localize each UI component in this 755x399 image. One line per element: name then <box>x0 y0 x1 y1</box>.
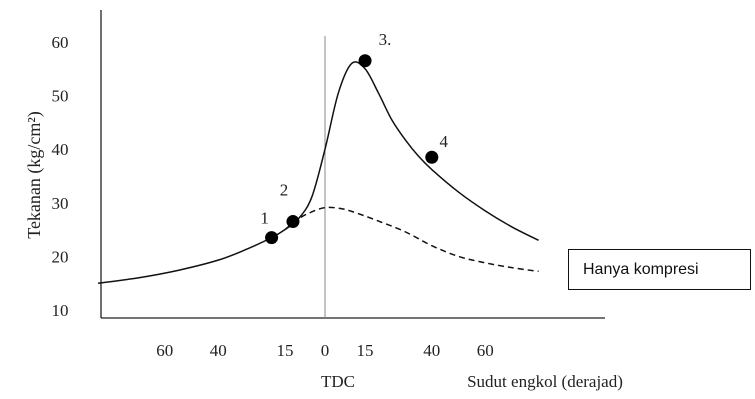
x-ticks: 60 40 15 0 15 40 60 <box>156 341 493 360</box>
point-label: 4 <box>440 132 449 151</box>
y-tick-label: 20 <box>52 247 69 266</box>
data-point <box>358 54 372 68</box>
series-group <box>97 61 539 284</box>
legend-box: Hanya kompresi <box>568 249 751 290</box>
x-tick-label: 40 <box>423 341 440 360</box>
legend-label: Hanya kompresi <box>583 260 699 278</box>
y-axis-label: Tekanan (kg/cm²) <box>24 111 45 239</box>
point-label: 1 <box>260 209 269 228</box>
y-tick-label: 40 <box>52 140 69 159</box>
x-axis-label: Sudut engkol (derajad) <box>467 372 623 391</box>
x-tick-label: 60 <box>156 341 173 360</box>
data-point <box>265 231 279 245</box>
y-tick-label: 30 <box>52 194 69 213</box>
x-tick-label: 40 <box>210 341 227 360</box>
x-tick-label: 15 <box>357 341 374 360</box>
compression-only-line <box>284 206 539 273</box>
x-tick-label: 60 <box>477 341 494 360</box>
y-tick-label: 60 <box>52 33 69 52</box>
point-label: 2 <box>280 181 289 200</box>
y-tick-label: 10 <box>52 301 69 320</box>
x-tick-label: 15 <box>276 341 293 360</box>
point-label: 3. <box>379 30 392 49</box>
y-ticks: 10 20 30 40 50 60 <box>52 33 69 320</box>
data-point <box>286 215 300 229</box>
axes <box>100 10 605 319</box>
data-point <box>425 150 439 164</box>
points-group: 123.4 <box>260 30 449 245</box>
x-tick-label: 0 <box>321 341 330 360</box>
combustion-pressure-line <box>97 61 539 284</box>
y-tick-label: 50 <box>52 87 69 106</box>
tdc-label: TDC <box>321 372 355 391</box>
